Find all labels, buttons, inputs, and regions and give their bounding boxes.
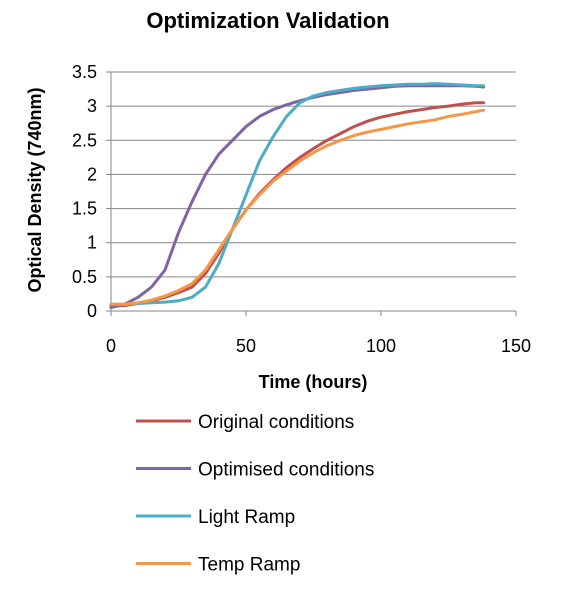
gridlines — [111, 71, 516, 278]
y-tick-label: 2.5 — [72, 130, 97, 150]
legend-label: Original conditions — [198, 412, 354, 433]
x-tick-label: 0 — [106, 336, 116, 356]
x-tick-label: 150 — [501, 336, 531, 356]
y-tick-label: 3.5 — [72, 62, 97, 82]
axes: 0 0.5 1 1.5 2 2.5 3 3.5 0 50 100 150 — [72, 62, 531, 356]
y-tick-label: 0 — [87, 301, 97, 321]
series-line-1 — [109, 101, 486, 308]
y-tick-label: 1.5 — [72, 199, 97, 219]
y-tick-label: 1 — [87, 233, 97, 253]
legend: Original conditions Optimised conditions L… — [136, 412, 374, 576]
chart-title: Optimization Validation — [146, 8, 389, 33]
series-line-3 — [109, 82, 486, 306]
series-lines — [109, 82, 486, 310]
x-tick-label: 100 — [366, 336, 396, 356]
y-axis-title: Optical Density (740nm) — [25, 87, 45, 292]
y-tick-label: 0.5 — [72, 267, 97, 287]
x-axis-title: Time (hours) — [259, 372, 368, 392]
x-tick-label: 50 — [236, 336, 256, 356]
legend-label: Temp Ramp — [198, 555, 300, 576]
legend-label: Optimised conditions — [198, 460, 374, 481]
y-tick-label: 3 — [87, 96, 97, 116]
series-line-4 — [109, 108, 486, 306]
series-line-2 — [109, 84, 486, 310]
legend-label: Light Ramp — [198, 507, 295, 528]
y-tick-label: 2 — [87, 164, 97, 184]
